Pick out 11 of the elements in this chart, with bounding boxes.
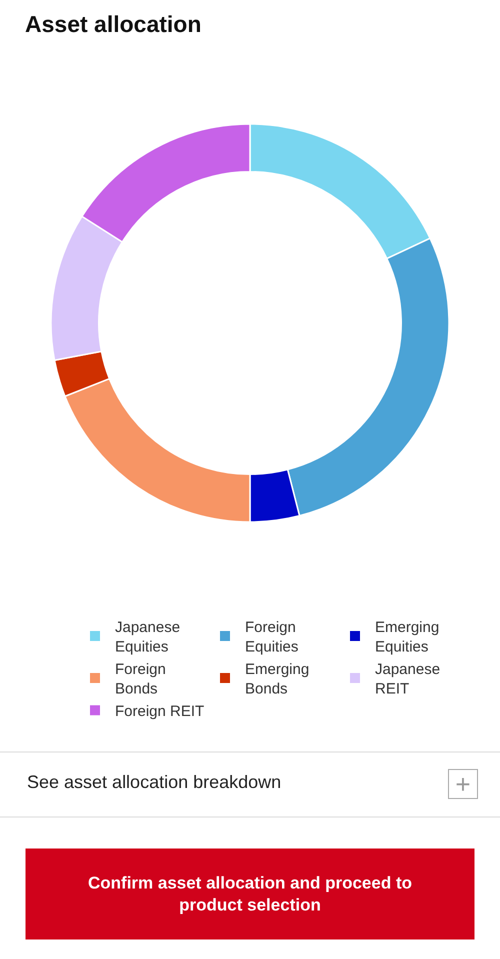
- legend-label: Emerging Bonds: [245, 661, 310, 698]
- legend-label: Foreign Bonds: [115, 661, 166, 698]
- legend-label: Japanese Equities: [115, 619, 180, 656]
- legend-label: Foreign Equities: [245, 619, 298, 656]
- text: See asset allocation breakdown: [27, 772, 282, 792]
- text: Confirm asset allocation and proceed to product selection: [88, 873, 412, 915]
- text: +: [455, 769, 471, 799]
- legend-label: Foreign REIT: [115, 703, 204, 720]
- legend-label: Japanese REIT: [375, 661, 440, 698]
- chart-title: Asset allocation: [25, 11, 202, 38]
- legend-label: Emerging Equities: [375, 619, 440, 656]
